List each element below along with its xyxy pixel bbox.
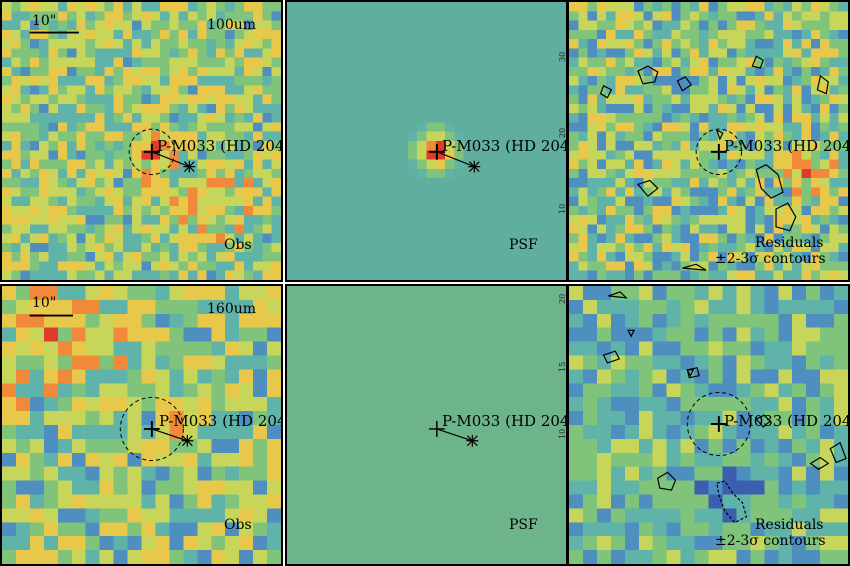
psf-label: PSF: [509, 237, 538, 253]
source-label: P-M033 (HD 204: [159, 412, 283, 430]
residuals-label: Residuals: [755, 517, 824, 533]
tick-label: 20: [558, 127, 567, 138]
psf-160um-panel: P-M033 (HD 204 PSF: [285, 284, 568, 566]
tick-label: 10: [558, 203, 567, 214]
overlay: [602, 291, 847, 524]
overlay: [428, 421, 479, 447]
overlay: [428, 143, 481, 173]
source-label: P-M033 (HD 2049: [442, 137, 568, 155]
overlay: [29, 31, 196, 176]
tick-label: 30: [558, 51, 567, 62]
residual-100um-panel: P-M033 (HD 2049 Residuals ±2-3σ contours: [567, 0, 850, 282]
contours-label: ±2-3σ contours: [715, 251, 826, 267]
obs-160um-image: [2, 286, 281, 564]
tick-label: 10: [558, 428, 567, 439]
contours-label: ±2-3σ contours: [715, 533, 826, 549]
tick-labels-top: 30 20 10: [558, 0, 578, 282]
scale-bar-label: 10": [32, 295, 57, 311]
obs-label: Obs: [224, 237, 252, 253]
source-label: P-M033 (HD 2049: [724, 137, 850, 155]
tick-label: 15: [558, 361, 567, 372]
psf-100um-image: [287, 2, 566, 280]
psf-100um-panel: P-M033 (HD 2049 PSF: [285, 0, 568, 282]
residual-100um-image: [569, 2, 848, 280]
obs-label: Obs: [224, 517, 252, 533]
tick-label: 20: [558, 293, 567, 304]
band-label: 160um: [207, 301, 257, 317]
source-label: P-M033 (HD 204: [442, 412, 568, 430]
psf-160um-image: [287, 286, 566, 564]
overlay: [29, 314, 194, 461]
residual-160um-panel: P-M033 (HD 204 Residuals ±2-3σ contours: [567, 284, 850, 566]
band-label: 100um: [207, 17, 257, 33]
scale-bar-label: 10": [32, 13, 57, 29]
residual-160um-image: [569, 286, 848, 564]
tick-labels-bottom: 20 15 10: [558, 284, 578, 566]
obs-100um-panel: 10" 100um P-M033 (HD 2049 Obs: [0, 0, 283, 282]
obs-160um-panel: 10" 160um P-M033 (HD 204 Obs: [0, 284, 283, 566]
obs-100um-image: [2, 2, 281, 280]
source-label: P-M033 (HD 2049: [157, 137, 283, 155]
source-label: P-M033 (HD 204: [724, 412, 850, 430]
residuals-label: Residuals: [755, 235, 824, 251]
overlay: [599, 55, 829, 271]
psf-label: PSF: [509, 517, 538, 533]
